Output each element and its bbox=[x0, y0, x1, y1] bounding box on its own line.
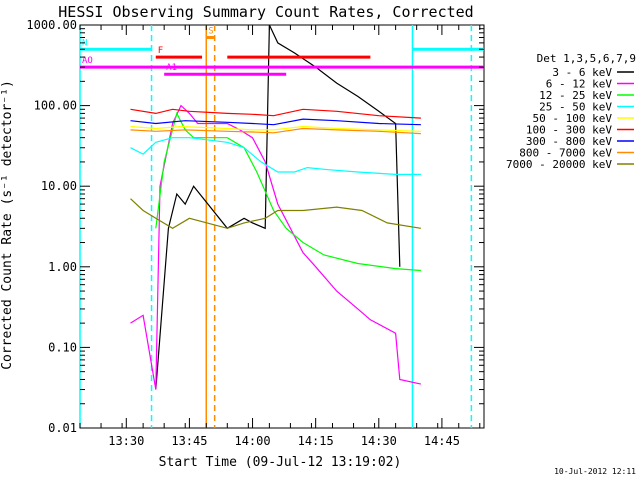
flag-label-2: F bbox=[158, 46, 163, 56]
legend-label-3: 25 - 50 keV bbox=[539, 101, 612, 114]
x-tick-label-2: 14:00 bbox=[234, 434, 270, 448]
y-tick-label-4: 100.00 bbox=[34, 99, 77, 113]
series-line-7 bbox=[130, 127, 421, 135]
legend-label-2: 12 - 25 keV bbox=[539, 89, 612, 102]
y-tick-label-5: 1000.00 bbox=[26, 18, 77, 32]
plot-area-border bbox=[79, 24, 485, 429]
x-tick-label-4: 14:30 bbox=[361, 434, 397, 448]
y-axis-ticks: 0.01 0.10 1.00 10.00 100.00 1000.00 bbox=[26, 18, 484, 435]
legend-label-7: 800 - 7000 keV bbox=[519, 147, 612, 160]
flag-bars: NSFAOA1 bbox=[80, 26, 484, 76]
series-line-0 bbox=[155, 24, 401, 390]
series-line-2 bbox=[155, 111, 421, 272]
series-line-8 bbox=[130, 198, 421, 229]
legend-label-1: 6 - 12 keV bbox=[546, 78, 613, 91]
plot-frame bbox=[79, 24, 485, 429]
series-line-3 bbox=[130, 137, 421, 175]
legend-label-0: 3 - 6 keV bbox=[552, 66, 612, 79]
y-tick-label-3: 10.00 bbox=[41, 179, 77, 193]
series-line-5 bbox=[130, 108, 421, 119]
flag-label-1: S bbox=[208, 26, 213, 36]
series-line-6 bbox=[130, 118, 421, 126]
x-tick-label-1: 13:45 bbox=[171, 434, 207, 448]
legend-label-8: 7000 - 20000 keV bbox=[506, 158, 612, 171]
flag-label-3: AO bbox=[82, 56, 93, 66]
x-axis-label: Start Time (09-Jul-12 13:19:02) bbox=[159, 455, 402, 470]
chart-title: HESSI Observing Summary Count Rates, Cor… bbox=[58, 3, 473, 21]
y-tick-label-0: 0.01 bbox=[48, 421, 77, 435]
x-tick-label-3: 14:15 bbox=[298, 434, 334, 448]
x-axis-ticks: 13:30 13:45 14:00 14:15 14:30 14:45 bbox=[79, 25, 481, 448]
series-line-1 bbox=[130, 104, 422, 390]
timestamp: 10-Jul-2012 12:11 bbox=[554, 467, 636, 476]
y-tick-label-1: 0.10 bbox=[48, 340, 77, 354]
legend-title: Det 1,3,5,6,7,9 bbox=[537, 52, 636, 65]
x-tick-label-0: 13:30 bbox=[108, 434, 144, 448]
legend-label-5: 100 - 300 keV bbox=[526, 124, 612, 137]
y-axis-label: Corrected Count Rate (s⁻¹ detector⁻¹) bbox=[0, 80, 15, 370]
x-tick-label-5: 14:45 bbox=[424, 434, 460, 448]
y-tick-label-2: 1.00 bbox=[48, 260, 77, 274]
series-line-4 bbox=[130, 125, 421, 132]
series-layer bbox=[130, 24, 422, 390]
flag-label-4: A1 bbox=[166, 63, 177, 73]
legend-label-6: 300 - 800 keV bbox=[526, 135, 612, 148]
legend-label-4: 50 - 100 keV bbox=[533, 112, 613, 125]
